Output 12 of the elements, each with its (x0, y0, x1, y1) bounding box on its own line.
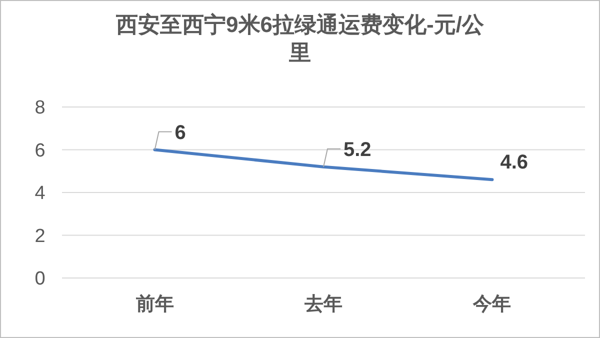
x-tick-label: 前年 (134, 293, 174, 315)
data-label: 5.2 (344, 138, 372, 161)
y-tick-label: 4 (34, 183, 46, 204)
y-tick-label: 2 (34, 226, 46, 247)
chart-title: 西安至西宁9米6拉绿通运费变化-元/公里 (115, 12, 485, 65)
y-tick-label: 8 (34, 98, 46, 119)
data-label: 4.6 (500, 152, 528, 174)
data-label: 6 (174, 122, 186, 144)
y-tick-label: 0 (34, 268, 46, 290)
x-tick-label: 今年 (472, 294, 512, 315)
y-tick-label: 6 (34, 140, 46, 162)
x-tick-label: 去年 (304, 293, 342, 315)
